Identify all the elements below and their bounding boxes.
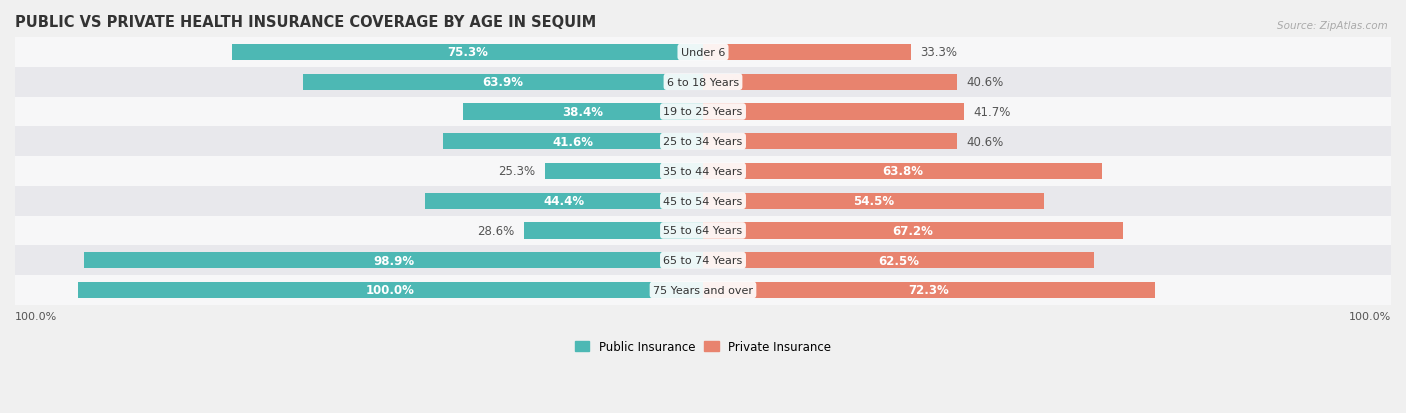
Text: 98.9%: 98.9% [373, 254, 415, 267]
Text: 41.7%: 41.7% [973, 106, 1011, 119]
Text: 55 to 64 Years: 55 to 64 Years [664, 226, 742, 236]
Text: 54.5%: 54.5% [853, 195, 894, 208]
Text: 44.4%: 44.4% [544, 195, 585, 208]
Text: 63.9%: 63.9% [482, 76, 523, 89]
Text: 65 to 74 Years: 65 to 74 Years [664, 256, 742, 266]
Bar [15, 157, 1391, 186]
Text: 6 to 18 Years: 6 to 18 Years [666, 78, 740, 88]
Text: PUBLIC VS PRIVATE HEALTH INSURANCE COVERAGE BY AGE IN SEQUIM: PUBLIC VS PRIVATE HEALTH INSURANCE COVER… [15, 15, 596, 30]
Text: Source: ZipAtlas.com: Source: ZipAtlas.com [1277, 21, 1388, 31]
Bar [524, 223, 703, 239]
Text: 67.2%: 67.2% [893, 224, 934, 237]
Text: 40.6%: 40.6% [966, 135, 1004, 148]
Bar [703, 164, 1102, 180]
Text: 75 Years and over: 75 Years and over [652, 285, 754, 295]
Bar [703, 104, 965, 120]
Text: 25 to 34 Years: 25 to 34 Years [664, 137, 742, 147]
Bar [232, 45, 703, 61]
Bar [443, 134, 703, 150]
Bar [304, 74, 703, 91]
Bar [84, 252, 703, 269]
Bar [15, 246, 1391, 275]
Bar [703, 134, 957, 150]
Bar [703, 252, 1094, 269]
Bar [703, 45, 911, 61]
Text: 25.3%: 25.3% [498, 165, 536, 178]
Bar [15, 127, 1391, 157]
Text: 62.5%: 62.5% [877, 254, 920, 267]
Text: 38.4%: 38.4% [562, 106, 603, 119]
Text: 40.6%: 40.6% [966, 76, 1004, 89]
Bar [463, 104, 703, 120]
Text: 100.0%: 100.0% [1348, 311, 1391, 322]
Text: 100.0%: 100.0% [366, 284, 415, 297]
Bar [15, 186, 1391, 216]
Text: 33.3%: 33.3% [921, 46, 957, 59]
Text: 35 to 44 Years: 35 to 44 Years [664, 166, 742, 176]
Text: 75.3%: 75.3% [447, 46, 488, 59]
Bar [15, 275, 1391, 305]
Bar [544, 164, 703, 180]
Text: 72.3%: 72.3% [908, 284, 949, 297]
Bar [77, 282, 703, 298]
Text: Under 6: Under 6 [681, 48, 725, 58]
Bar [15, 38, 1391, 68]
Text: 100.0%: 100.0% [15, 311, 58, 322]
Bar [703, 74, 957, 91]
Bar [15, 68, 1391, 97]
Text: 28.6%: 28.6% [478, 224, 515, 237]
Bar [703, 223, 1123, 239]
Bar [15, 216, 1391, 246]
Text: 41.6%: 41.6% [553, 135, 593, 148]
Bar [425, 193, 703, 209]
Bar [15, 97, 1391, 127]
Bar [703, 193, 1043, 209]
Text: 45 to 54 Years: 45 to 54 Years [664, 196, 742, 206]
Text: 63.8%: 63.8% [882, 165, 922, 178]
Legend: Public Insurance, Private Insurance: Public Insurance, Private Insurance [571, 335, 835, 358]
Bar [703, 282, 1156, 298]
Text: 19 to 25 Years: 19 to 25 Years [664, 107, 742, 117]
